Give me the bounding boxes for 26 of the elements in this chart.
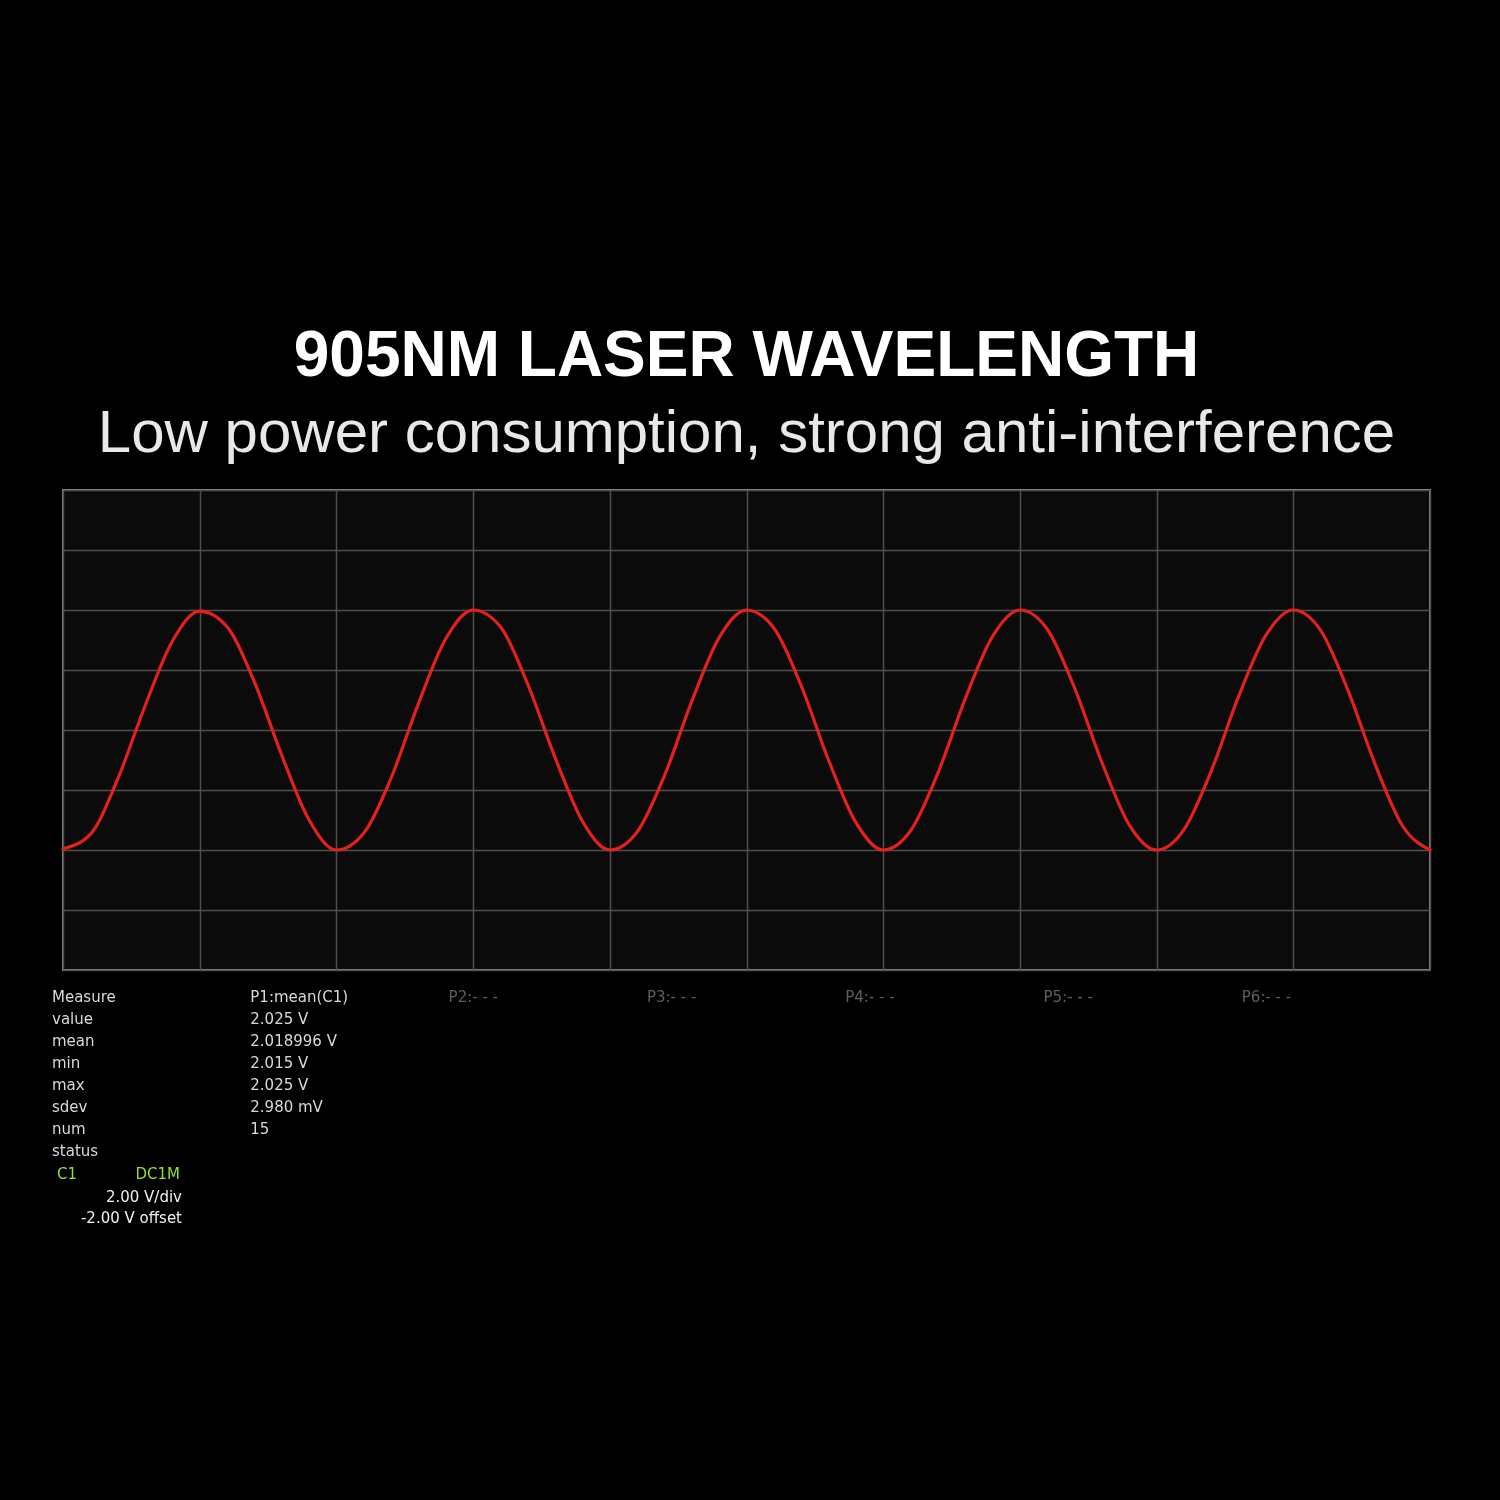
text: 2.025 V xyxy=(250,1010,310,1028)
text: value xyxy=(52,1010,93,1028)
text: 15 xyxy=(250,1120,270,1138)
text: -2.00 V offset xyxy=(80,1209,183,1227)
text: 2.025 V xyxy=(250,1076,310,1094)
text: 2.980 mV xyxy=(250,1098,324,1116)
chart-subtitle: Low power consumption, strong anti-interference xyxy=(97,398,1396,465)
text: 2.015 V xyxy=(250,1054,310,1072)
text: P5:- - - xyxy=(1043,988,1093,1006)
text: P3:- - - xyxy=(646,988,697,1006)
text: max xyxy=(52,1076,85,1094)
text: num xyxy=(52,1120,86,1138)
text: P2:- - - xyxy=(448,988,499,1006)
text: 2.018996 V xyxy=(250,1032,338,1050)
text: Measure xyxy=(52,988,116,1006)
text: P1:mean(C1) xyxy=(250,988,349,1006)
text: status xyxy=(52,1142,99,1160)
text: DC1M xyxy=(135,1165,180,1183)
chart-title: 905NM LASER WAVELENGTH xyxy=(293,318,1200,390)
text: C1 xyxy=(57,1165,78,1183)
text: P4:- - - xyxy=(845,988,895,1006)
text: P6:- - - xyxy=(1241,988,1292,1006)
text: min xyxy=(52,1054,81,1072)
text: 2.00 V/div xyxy=(105,1188,183,1206)
text: mean xyxy=(52,1032,95,1050)
text: sdev xyxy=(52,1098,88,1116)
